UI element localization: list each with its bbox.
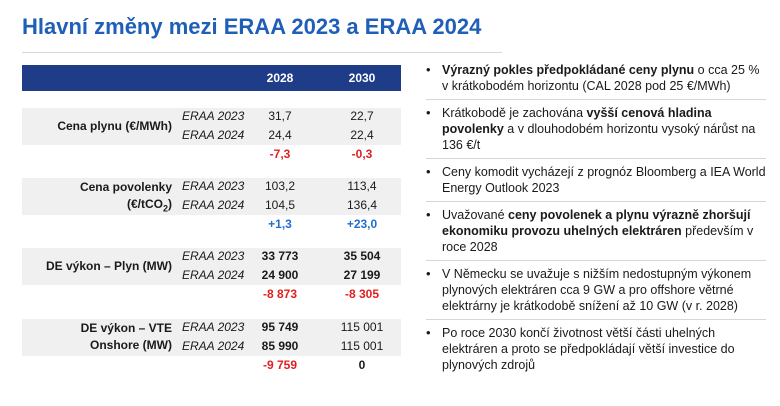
bullet-text: Ceny komodit vycházejí z prognóz Bloombe… xyxy=(442,165,766,195)
row-label-line: Onshore (MW) xyxy=(90,338,172,352)
row-label-wind-capacity: DE výkon – VTE Onshore (MW) xyxy=(22,320,172,354)
bullet-item: V Německu se uvažuje s nižším nedostupný… xyxy=(426,266,766,314)
value-cell: 31,7 xyxy=(268,109,292,123)
row-label-line: (€/tCO xyxy=(126,197,163,211)
source-label: ERAA 2023 xyxy=(182,249,245,263)
section-band-allowance-price xyxy=(22,178,401,215)
bullet-divider xyxy=(426,319,766,320)
bullet-emphasis: ceny povolenek a plynu výrazně zhoršují … xyxy=(442,208,751,238)
source-label: ERAA 2024 xyxy=(182,128,245,142)
source-label: ERAA 2023 xyxy=(182,320,245,334)
title-divider xyxy=(22,52,502,53)
value-cell: 24,4 xyxy=(268,128,292,142)
bullet-item: Výrazný pokles předpokládané ceny plynu … xyxy=(426,62,766,94)
row-label-subscript: 2 xyxy=(162,203,168,214)
source-label: ERAA 2024 xyxy=(182,268,245,282)
difference-value: 0 xyxy=(358,358,366,372)
value-cell: 35 504 xyxy=(343,249,381,263)
difference-value: -7,3 xyxy=(269,147,291,161)
value-cell: 85 990 xyxy=(261,339,299,353)
bullet-item: Ceny komodit vycházejí z prognóz Bloombe… xyxy=(426,164,766,196)
table-header: 2028 2030 xyxy=(22,65,401,91)
bullet-text: o cca 25 % v krátkobodém horizontu (CAL … xyxy=(442,63,760,93)
bullet-item: Uvažované ceny povolenek a plynu výrazně… xyxy=(426,207,766,255)
bullet-text: Uvažované xyxy=(442,208,509,222)
value-cell: 22,4 xyxy=(350,128,374,142)
difference-value: +1,3 xyxy=(268,217,292,231)
bullet-item: Po roce 2030 končí životnost větší části… xyxy=(426,325,766,373)
value-cell: 103,2 xyxy=(264,179,296,193)
bullet-list: Výrazný pokles předpokládané ceny plynu … xyxy=(426,62,766,373)
source-label: ERAA 2023 xyxy=(182,179,245,193)
bullet-emphasis: Výrazný pokles předpokládané ceny plynu xyxy=(442,63,695,77)
difference-value: -0,3 xyxy=(351,147,373,161)
bullet-divider xyxy=(426,158,766,159)
bullet-divider xyxy=(426,201,766,202)
page-title: Hlavní změny mezi ERAA 2023 a ERAA 2024 xyxy=(22,14,482,39)
value-cell: 136,4 xyxy=(346,198,378,212)
bullet-text: Krátkobodě je zachována xyxy=(442,106,587,120)
row-label-line: Cena povolenky xyxy=(79,180,172,194)
bullet-emphasis: vyšší cenová hladina povolenky xyxy=(442,106,712,136)
value-cell: 113,4 xyxy=(347,179,377,193)
row-label-gas-price: Cena plynu (€/MWh) xyxy=(57,119,172,133)
source-label: ERAA 2024 xyxy=(182,339,245,353)
year-header-2030: 2030 xyxy=(348,71,376,85)
source-label: ERAA 2024 xyxy=(182,198,245,212)
value-cell: 115 001 xyxy=(340,339,384,353)
row-label-gas-capacity: DE výkon – Plyn (MW) xyxy=(45,259,172,273)
value-cell: 27 199 xyxy=(343,268,381,282)
bullet-divider xyxy=(426,99,766,100)
bullet-divider xyxy=(426,260,766,261)
section-band-gas-capacity xyxy=(22,248,401,285)
value-cell: 24 900 xyxy=(261,268,299,282)
bullet-text: především v roce 2028 xyxy=(442,224,754,254)
row-label-suffix: ) xyxy=(168,197,172,211)
difference-value: -9 759 xyxy=(262,358,298,372)
value-cell: 115 001 xyxy=(340,320,384,334)
source-label: ERAA 2023 xyxy=(182,109,245,123)
bullet-item: Krátkobodě je zachována vyšší cenová hla… xyxy=(426,105,766,153)
key-points: Výrazný pokles předpokládané ceny plynu … xyxy=(426,62,766,373)
value-cell: 33 773 xyxy=(261,249,299,263)
row-label-line: DE výkon – VTE xyxy=(80,321,172,335)
difference-value: +23,0 xyxy=(346,217,378,231)
section-band-wind-capacity xyxy=(22,319,401,356)
value-cell: 22,7 xyxy=(350,109,374,123)
row-label-allowance-price: Cena povolenky (€/tCO2) xyxy=(22,179,172,217)
difference-value: -8 305 xyxy=(344,287,380,301)
bullet-text: a v dlouhodobém horizontu vysoký nárůst … xyxy=(442,122,756,152)
year-header-2028: 2028 xyxy=(266,71,294,85)
bullet-text: V Německu se uvažuje s nižším nedostupný… xyxy=(442,267,752,313)
bullet-text: Po roce 2030 končí životnost větší části… xyxy=(442,326,735,372)
value-cell: 104,5 xyxy=(264,198,296,212)
value-cell: 95 749 xyxy=(261,320,299,334)
section-band-gas-price xyxy=(22,108,401,145)
difference-value: -8 873 xyxy=(262,287,298,301)
